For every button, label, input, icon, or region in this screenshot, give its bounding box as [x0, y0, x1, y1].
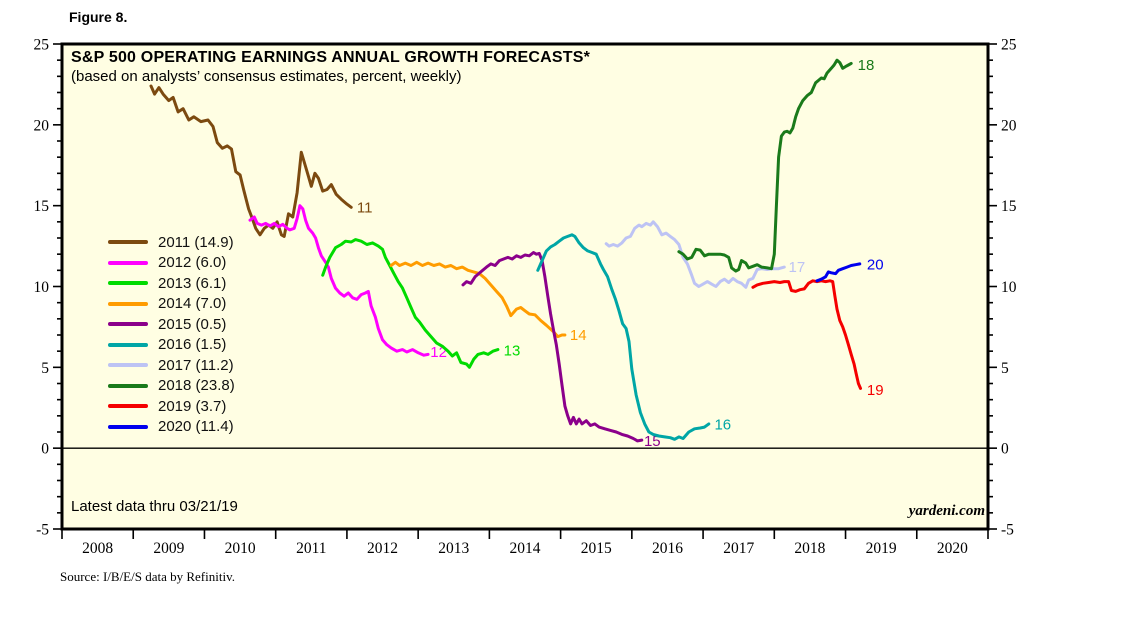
legend-label-2012: 2012 (6.0): [158, 254, 227, 272]
x-axis-label: 2009: [153, 540, 184, 557]
legend-item-2015: 2015 (0.5): [108, 314, 235, 335]
legend-label-2020: 2020 (11.4): [158, 418, 234, 436]
chart-subtitle: (based on analysts’ consensus estimates,…: [71, 68, 462, 85]
x-axis-label: 2015: [581, 540, 612, 557]
x-axis-label: 2017: [723, 540, 754, 557]
y-axis-label-right: 5: [1001, 360, 1009, 377]
series-line-2016: [536, 233, 711, 441]
x-axis-label: 2018: [794, 540, 825, 557]
series-end-label-2018: 18: [858, 57, 875, 74]
series-end-label-2013: 13: [504, 342, 521, 359]
series-end-label-2017: 17: [789, 259, 806, 276]
series-line-2015: [461, 251, 644, 443]
legend-label-2017: 2017 (11.2): [158, 356, 234, 374]
y-axis-label-right: 25: [1001, 37, 1017, 54]
legend-swatch-2018: [108, 383, 148, 388]
y-axis-label-left: 5: [41, 360, 49, 377]
y-axis-label-right: 20: [1001, 117, 1017, 134]
y-axis-label-right: 0: [1001, 441, 1009, 458]
series-line-2013: [321, 238, 500, 369]
legend-item-2016: 2016 (1.5): [108, 335, 235, 356]
legend-item-2012: 2012 (6.0): [108, 253, 235, 274]
x-axis-label: 2019: [866, 540, 897, 557]
y-axis-label-right: -5: [1001, 522, 1014, 539]
legend-item-2020: 2020 (11.4): [108, 417, 235, 438]
legend-label-2018: 2018 (23.8): [158, 377, 235, 395]
y-axis-label-left: 10: [34, 279, 50, 296]
source-note: Source: I/B/E/S data by Refinitiv.: [60, 569, 235, 584]
x-axis-label: 2020: [937, 540, 968, 557]
series-end-label-2019: 19: [867, 382, 884, 399]
y-axis-label-left: -5: [36, 522, 49, 539]
legend-label-2016: 2016 (1.5): [158, 336, 227, 354]
legend-swatch-2013: [108, 281, 148, 286]
legend-item-2018: 2018 (23.8): [108, 376, 235, 397]
x-axis-label: 2014: [510, 540, 541, 557]
legend-item-2011: 2011 (14.9): [108, 232, 235, 253]
latest-data-note: Latest data thru 03/21/19: [71, 498, 238, 515]
legend-item-2014: 2014 (7.0): [108, 294, 235, 315]
legend-swatch-2020: [108, 424, 148, 429]
y-axis-label-right: 15: [1001, 198, 1017, 215]
y-axis-label-right: 10: [1001, 279, 1017, 296]
x-axis-label: 2010: [225, 540, 256, 557]
legend-label-2013: 2013 (6.1): [158, 274, 227, 292]
legend-item-2017: 2017 (11.2): [108, 355, 235, 376]
series-end-label-2014: 14: [570, 327, 587, 344]
chart-legend: 2011 (14.9) 2012 (6.0) 2013 (6.1) 2014 (7.0…: [108, 232, 235, 437]
series-end-label-2016: 16: [714, 417, 731, 434]
series-line-2014: [389, 260, 567, 339]
y-axis-label-left: 25: [34, 37, 50, 54]
y-axis-label-left: 15: [34, 198, 50, 215]
x-axis-label: 2013: [438, 540, 469, 557]
legend-label-2011: 2011 (14.9): [158, 233, 234, 251]
y-axis-label-left: 20: [34, 117, 50, 134]
series-end-label-2015: 15: [644, 433, 661, 450]
x-axis-label: 2008: [82, 540, 113, 557]
chart-title: S&P 500 OPERATING EARNINGS ANNUAL GROWTH…: [71, 49, 590, 66]
series-end-label-2020: 20: [867, 257, 884, 274]
legend-swatch-2017: [108, 363, 148, 368]
legend-swatch-2014: [108, 301, 148, 306]
legend-swatch-2015: [108, 322, 148, 327]
legend-swatch-2011: [108, 240, 148, 245]
legend-swatch-2019: [108, 404, 148, 409]
legend-item-2013: 2013 (6.1): [108, 273, 235, 294]
y-axis-label-left: 0: [41, 441, 49, 458]
x-axis-label: 2016: [652, 540, 683, 557]
series-line-2020: [815, 262, 862, 283]
brand-watermark: yardeni.com: [908, 503, 985, 519]
series-line-2017: [604, 220, 786, 289]
x-axis-label: 2011: [296, 540, 326, 557]
series-line-2011: [149, 84, 353, 238]
series-line-2012: [248, 204, 430, 357]
legend-label-2019: 2019 (3.7): [158, 397, 227, 415]
x-axis-label: 2012: [367, 540, 398, 557]
legend-item-2019: 2019 (3.7): [108, 396, 235, 417]
series-end-label-2011: 11: [357, 199, 373, 216]
legend-swatch-2016: [108, 342, 148, 347]
legend-swatch-2012: [108, 260, 148, 265]
legend-label-2014: 2014 (7.0): [158, 295, 227, 313]
series-line-2018: [677, 58, 853, 273]
figure-label: Figure 8.: [69, 9, 128, 25]
legend-label-2015: 2015 (0.5): [158, 315, 227, 333]
